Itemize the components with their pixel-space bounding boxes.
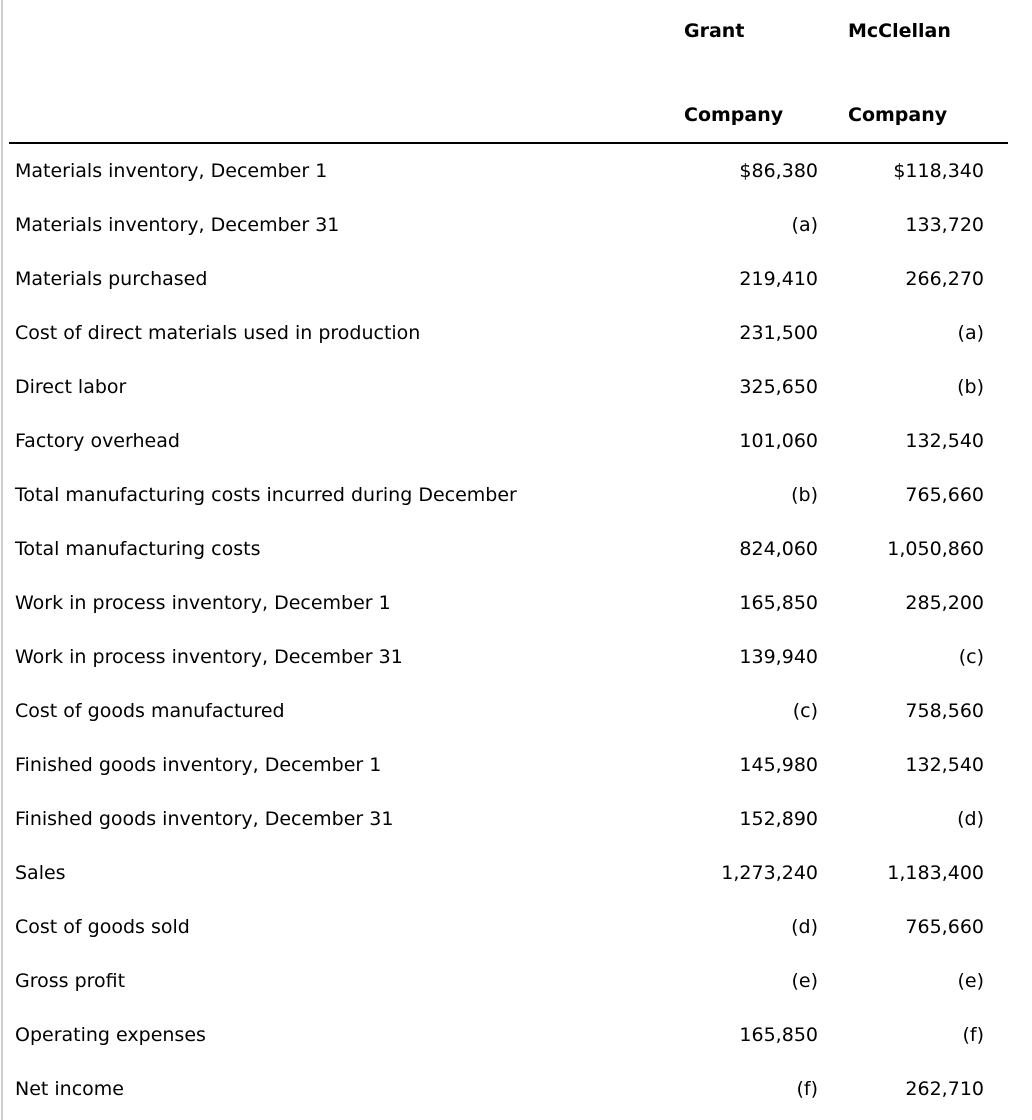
grant-value: 152,890	[739, 808, 818, 830]
mcclellan-value: 132,540	[905, 754, 984, 776]
mcclellan-value: 1,050,860	[887, 538, 984, 560]
left-border	[1, 0, 3, 1120]
row-label: Cost of direct materials used in product…	[15, 322, 421, 344]
mcclellan-value: 262,710	[905, 1078, 984, 1100]
cost-table: Materials inventory, December 1 $86,380 $1…	[9, 144, 984, 1116]
mcclellan-value: 758,560	[905, 700, 984, 722]
table-row: Direct labor 325,650 (b)	[9, 360, 984, 414]
mcclellan-header-line2: Company	[848, 104, 948, 126]
grant-value: (e)	[791, 970, 818, 992]
grant-value: (d)	[791, 916, 818, 938]
mcclellan-value: (d)	[957, 808, 984, 830]
mcclellan-header-line1: McClellan	[848, 20, 951, 42]
grant-value: 219,410	[739, 268, 818, 290]
row-label: Net income	[15, 1078, 124, 1100]
grant-value: 101,060	[739, 430, 818, 452]
row-label: Work in process inventory, December 31	[15, 646, 403, 668]
row-label: Cost of goods manufactured	[15, 700, 285, 722]
table-row: Cost of goods sold (d) 765,660	[9, 900, 984, 954]
grant-value: (b)	[791, 484, 818, 506]
mcclellan-value: 765,660	[905, 916, 984, 938]
mcclellan-value: 132,540	[905, 430, 984, 452]
grant-value: 139,940	[739, 646, 818, 668]
mcclellan-value: (b)	[957, 376, 984, 398]
grant-value: 325,650	[739, 376, 818, 398]
table-row: Finished goods inventory, December 1 145,…	[9, 738, 984, 792]
row-label: Materials inventory, December 31	[15, 214, 340, 236]
grant-value: (c)	[792, 700, 818, 722]
grant-header-line2: Company	[684, 104, 784, 126]
grant-value: 824,060	[739, 538, 818, 560]
grant-value: 145,980	[739, 754, 818, 776]
mcclellan-value: 266,270	[905, 268, 984, 290]
mcclellan-value: (f)	[962, 1024, 984, 1046]
row-label: Finished goods inventory, December 1	[15, 754, 382, 776]
grant-value: $86,380	[739, 160, 818, 182]
table-row: Work in process inventory, December 1 165…	[9, 576, 984, 630]
mcclellan-value: (a)	[957, 322, 984, 344]
grant-value: 165,850	[739, 592, 818, 614]
mcclellan-value: (c)	[958, 646, 984, 668]
row-label: Operating expenses	[15, 1024, 206, 1046]
mcclellan-value: (e)	[957, 970, 984, 992]
mcclellan-value: 133,720	[905, 214, 984, 236]
row-label: Materials purchased	[15, 268, 208, 290]
table-row: Operating expenses 165,850 (f)	[9, 1008, 984, 1062]
row-label: Cost of goods sold	[15, 916, 190, 938]
grant-value: 1,273,240	[721, 862, 818, 884]
row-label: Work in process inventory, December 1	[15, 592, 391, 614]
row-label: Sales	[15, 862, 66, 884]
table-row: Work in process inventory, December 31 13…	[9, 630, 984, 684]
table-row: Total manufacturing costs incurred durin…	[9, 468, 984, 522]
table-row: Finished goods inventory, December 31 152…	[9, 792, 984, 846]
grant-value: 165,850	[739, 1024, 818, 1046]
row-label: Gross profit	[15, 970, 126, 992]
table-row: Sales 1,273,240 1,183,400	[9, 846, 984, 900]
grant-value: 231,500	[739, 322, 818, 344]
row-label: Direct labor	[15, 376, 127, 398]
grant-header-line1: Grant	[684, 20, 745, 42]
mcclellan-value: 285,200	[905, 592, 984, 614]
header-rule	[9, 142, 1008, 144]
table-row: Factory overhead 101,060 132,540	[9, 414, 984, 468]
table-row: Cost of direct materials used in product…	[9, 306, 984, 360]
table-row: Cost of goods manufactured (c) 758,560	[9, 684, 984, 738]
mcclellan-value: 765,660	[905, 484, 984, 506]
table-row: Net income (f) 262,710	[9, 1062, 984, 1116]
row-label: Finished goods inventory, December 31	[15, 808, 394, 830]
table-row: Materials purchased 219,410 266,270	[9, 252, 984, 306]
grant-value: (a)	[791, 214, 818, 236]
grant-value: (f)	[796, 1078, 818, 1100]
table-row: Materials inventory, December 31 (a) 133,7…	[9, 198, 984, 252]
row-label: Factory overhead	[15, 430, 180, 452]
mcclellan-value: 1,183,400	[887, 862, 984, 884]
table-row: Gross profit (e) (e)	[9, 954, 984, 1008]
mcclellan-value: $118,340	[893, 160, 984, 182]
row-label: Total manufacturing costs incurred durin…	[15, 484, 517, 506]
table-row: Total manufacturing costs 824,060 1,050,86…	[9, 522, 984, 576]
row-label: Total manufacturing costs	[15, 538, 261, 560]
row-label: Materials inventory, December 1	[15, 160, 328, 182]
table-row: Materials inventory, December 1 $86,380 $1…	[9, 144, 984, 198]
